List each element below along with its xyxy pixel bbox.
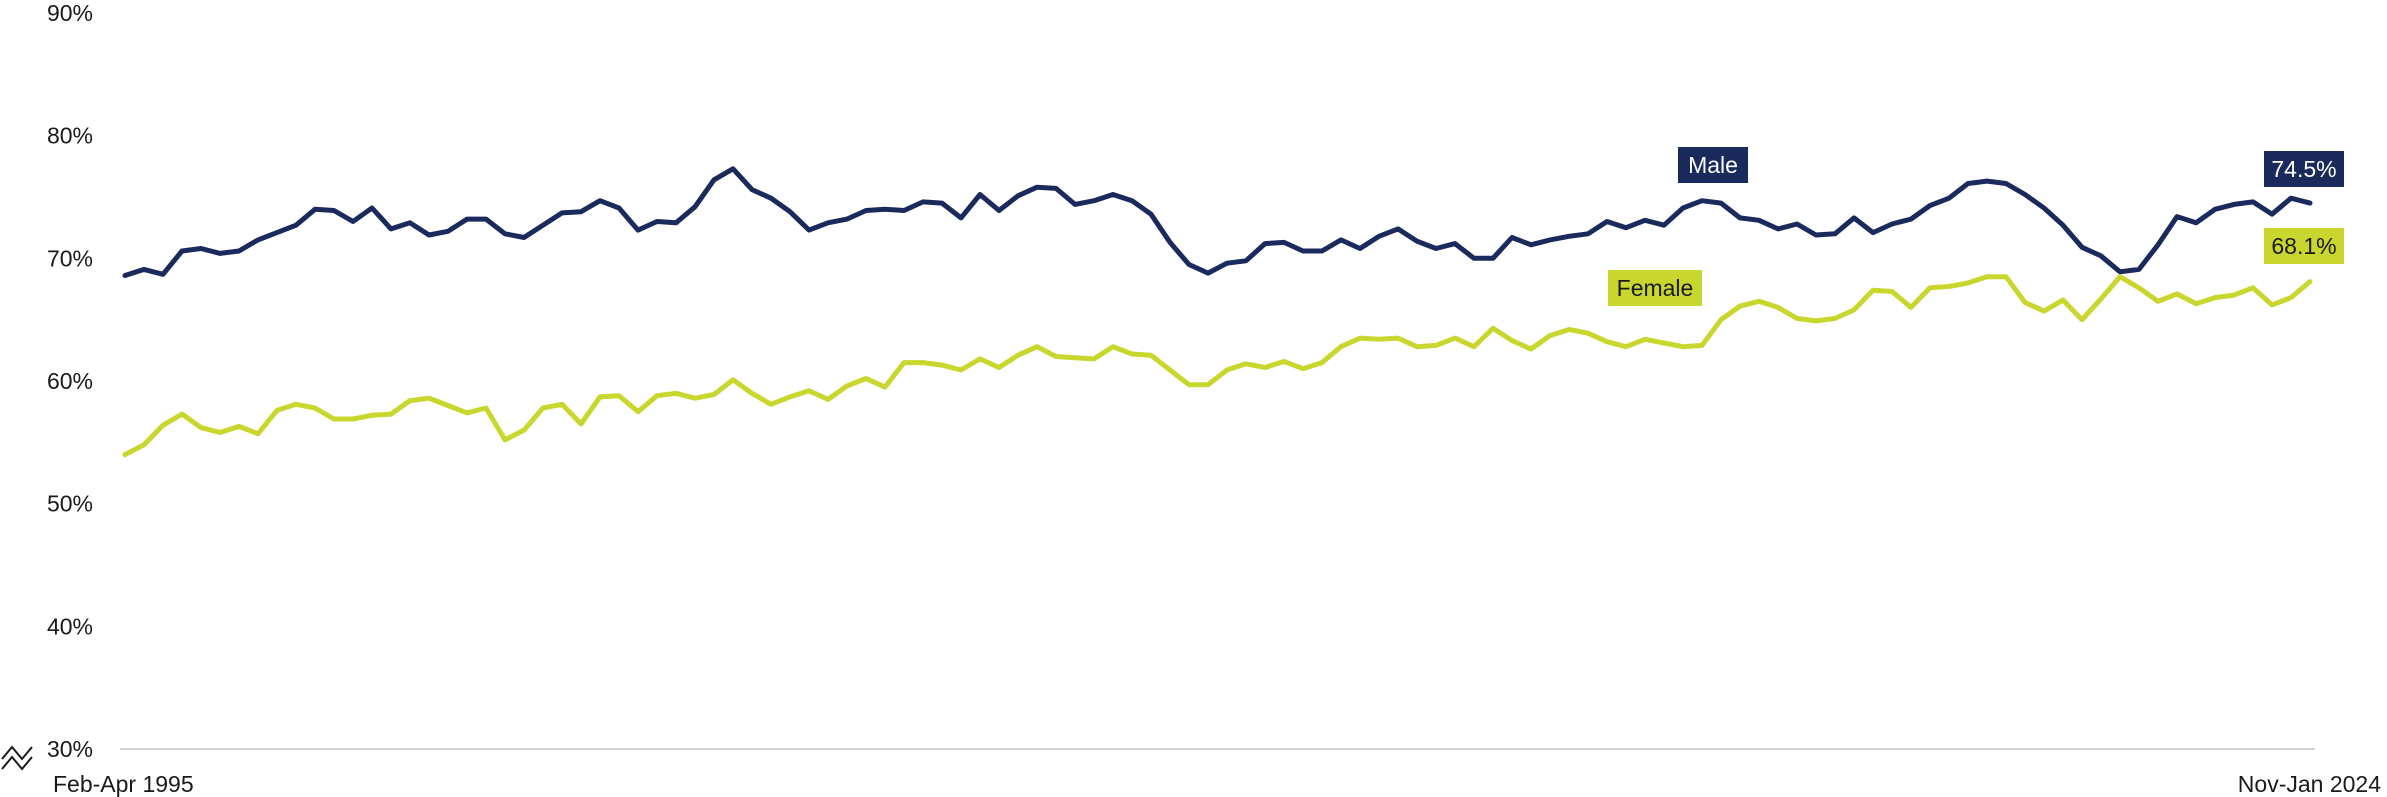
series-line-male — [122, 166, 2313, 278]
y-tick-label: 50% — [47, 491, 93, 517]
end-value-label-male-text: 74.5% — [2271, 156, 2336, 182]
label-layer: Male 74.5% Female 68.1% — [1608, 147, 2344, 306]
end-value-label-female-box — [2264, 228, 2344, 264]
y-tick-label: 30% — [47, 736, 93, 762]
y-tick-label: 80% — [47, 123, 93, 149]
y-tick-label: 70% — [47, 245, 93, 271]
y-axis: 90% 80% 70% 60% 50% 40% 30% — [47, 0, 93, 762]
end-value-label-female: 68.1% — [2264, 228, 2344, 264]
y-tick-label: 60% — [47, 368, 93, 394]
series-label-male: Male — [1678, 147, 1748, 183]
end-value-label-male-box — [2264, 151, 2344, 187]
series-layer — [122, 166, 2313, 458]
series-label-male-box — [1678, 147, 1748, 183]
x-tick-start: Feb-Apr 1995 — [53, 771, 194, 797]
series-label-female: Female — [1608, 270, 1702, 306]
y-tick-label: 90% — [47, 0, 93, 26]
x-tick-end: Nov-Jan 2024 — [2238, 771, 2381, 797]
series-label-female-text: Female — [1617, 275, 1694, 301]
series-label-female-box — [1608, 270, 1702, 306]
axis-break-icon — [1, 745, 33, 771]
end-value-label-female-text: 68.1% — [2271, 233, 2336, 259]
end-value-label-male: 74.5% — [2264, 151, 2344, 187]
y-tick-label: 40% — [47, 613, 93, 639]
series-label-male-text: Male — [1688, 152, 1738, 178]
series-line-female — [122, 274, 2313, 458]
